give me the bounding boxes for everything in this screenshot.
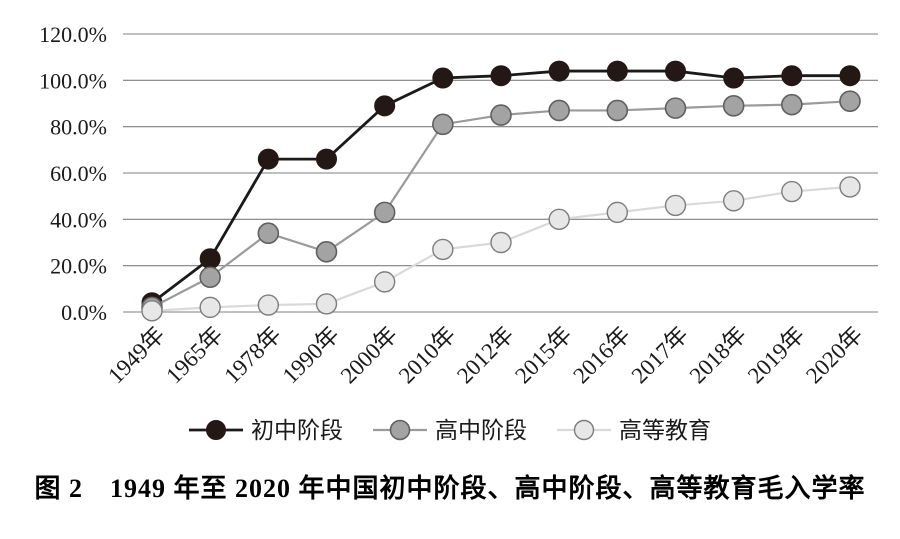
data-point-senior-secondary — [257, 222, 280, 245]
series-junior-secondary — [141, 60, 861, 314]
x-tick-label: 1965年 — [161, 322, 227, 388]
data-point-junior-secondary — [316, 148, 337, 170]
x-tick-label: 2016年 — [568, 322, 634, 388]
x-tick-label: 2020年 — [801, 322, 867, 388]
y-tick-label: 60.0% — [50, 161, 107, 186]
data-point-senior-secondary — [722, 95, 745, 117]
data-point-higher-education — [199, 296, 221, 319]
data-point-junior-secondary — [839, 65, 861, 87]
data-point-higher-education — [664, 194, 687, 217]
y-tick-label: 20.0% — [50, 254, 107, 279]
data-point-senior-secondary — [373, 201, 396, 224]
x-tick-label: 2018年 — [685, 322, 751, 388]
legend-dot — [573, 419, 595, 441]
legend-item-junior-secondary: 初中阶段 — [189, 418, 343, 442]
data-point-junior-secondary — [199, 248, 221, 270]
data-point-senior-secondary — [606, 99, 629, 122]
data-point-junior-secondary — [606, 60, 628, 82]
data-point-senior-secondary — [199, 266, 221, 289]
y-tick-label: 120.0% — [39, 22, 107, 47]
y-tick-label: 100.0% — [39, 68, 107, 93]
chart-legend: 初中阶段 高中阶段 高等教育 — [0, 418, 900, 442]
data-point-higher-education — [548, 208, 570, 231]
data-point-junior-secondary — [548, 60, 570, 82]
data-point-higher-education — [432, 238, 454, 261]
legend-label: 初中阶段 — [251, 417, 343, 443]
legend-item-senior-secondary: 高中阶段 — [373, 418, 527, 442]
data-point-higher-education — [606, 201, 629, 224]
legend-marker-icon — [373, 419, 427, 441]
data-point-higher-education — [373, 271, 396, 293]
data-point-higher-education — [141, 300, 163, 322]
legend-marker-icon — [557, 419, 611, 441]
data-point-junior-secondary — [490, 65, 512, 87]
x-tick-label: 2017年 — [627, 322, 693, 388]
legend-label: 高等教育 — [619, 417, 711, 443]
x-axis: 1949年1965年1978年1990年2000年2010年2012年2015年… — [103, 322, 867, 388]
data-point-junior-secondary — [257, 148, 279, 170]
series-higher-education — [141, 176, 861, 322]
data-point-senior-secondary — [548, 99, 570, 122]
x-tick-label: 2012年 — [452, 322, 518, 388]
data-point-higher-education — [839, 176, 861, 198]
series-senior-secondary — [141, 90, 861, 319]
legend-dot — [206, 420, 226, 440]
x-tick-label: 1978年 — [219, 322, 285, 388]
data-point-higher-education — [781, 180, 803, 203]
x-tick-label: 2019年 — [743, 322, 809, 388]
x-tick-label: 2000年 — [336, 322, 402, 388]
data-point-higher-education — [490, 231, 512, 254]
y-tick-label: 0.0% — [61, 300, 107, 325]
data-point-junior-secondary — [781, 65, 803, 87]
legend-dot — [389, 419, 411, 441]
legend-label: 高中阶段 — [435, 417, 527, 443]
line-chart: 0.0% 20.0% 40.0% 60.0% 80.0% 100.0% 120.0% 1949… — [39, 22, 878, 388]
data-point-senior-secondary — [664, 97, 687, 119]
x-tick-label: 2015年 — [510, 322, 576, 388]
data-point-junior-secondary — [374, 95, 396, 117]
data-point-senior-secondary — [315, 240, 338, 263]
series-line-senior-secondary — [151, 100, 851, 309]
x-tick-label: 1949年 — [103, 322, 169, 388]
legend-item-higher-education: 高等教育 — [557, 418, 711, 442]
data-point-senior-secondary — [781, 93, 803, 116]
y-axis: 0.0% 20.0% 40.0% 60.0% 80.0% 100.0% 120.0% — [39, 22, 107, 325]
figure-caption: 图 2 1949 年至 2020 年中国初中阶段、高中阶段、高等教育毛入学率 — [34, 474, 866, 503]
y-tick-label: 40.0% — [50, 207, 107, 232]
data-point-junior-secondary — [665, 60, 686, 82]
x-tick-label: 1990年 — [278, 322, 344, 388]
data-point-junior-secondary — [723, 67, 745, 89]
x-tick-label: 2010年 — [394, 322, 460, 388]
data-point-higher-education — [722, 190, 745, 212]
legend-marker-icon — [189, 420, 243, 440]
data-point-senior-secondary — [839, 90, 861, 112]
data-point-senior-secondary — [432, 113, 454, 136]
data-point-higher-education — [257, 294, 280, 316]
data-point-senior-secondary — [490, 104, 512, 126]
y-tick-label: 80.0% — [50, 115, 107, 140]
data-point-higher-education — [315, 293, 338, 315]
data-point-junior-secondary — [432, 67, 454, 89]
